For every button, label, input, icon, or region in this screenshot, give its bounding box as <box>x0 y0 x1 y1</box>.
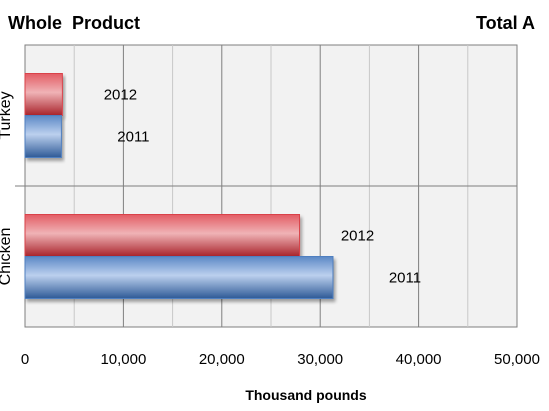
x-tick-labels: 0 10,000 20,000 30,000 40,000 50,000 <box>21 351 540 368</box>
x-tick-label: 20,000 <box>199 351 245 368</box>
bars <box>24 73 334 299</box>
x-axis-label: Thousand pounds <box>245 387 367 403</box>
bar-turkey-2011 <box>24 115 62 158</box>
x-tick-label: 10,000 <box>100 351 146 368</box>
data-label: 2012 <box>341 228 374 245</box>
chart-title-left: Whole Product <box>8 13 140 33</box>
data-label: 2012 <box>104 87 137 104</box>
bar-chicken-2012 <box>24 214 301 257</box>
category-labels: Turkey Chicken <box>0 91 14 285</box>
chart-title-right: Total A <box>476 13 535 33</box>
data-labels: 2012 2011 2012 2011 <box>104 87 421 287</box>
x-tick-label: 50,000 <box>494 351 540 368</box>
data-label: 2011 <box>389 270 421 287</box>
bar-turkey-2012 <box>24 73 63 116</box>
category-label-chicken: Chicken <box>0 228 14 286</box>
x-tick-label: 30,000 <box>297 351 343 368</box>
category-label-turkey: Turkey <box>0 91 14 139</box>
x-tick-label: 0 <box>21 351 29 368</box>
x-tick-label: 40,000 <box>396 351 442 368</box>
bar-chicken-2011 <box>24 256 334 299</box>
data-label: 2011 <box>117 129 149 146</box>
